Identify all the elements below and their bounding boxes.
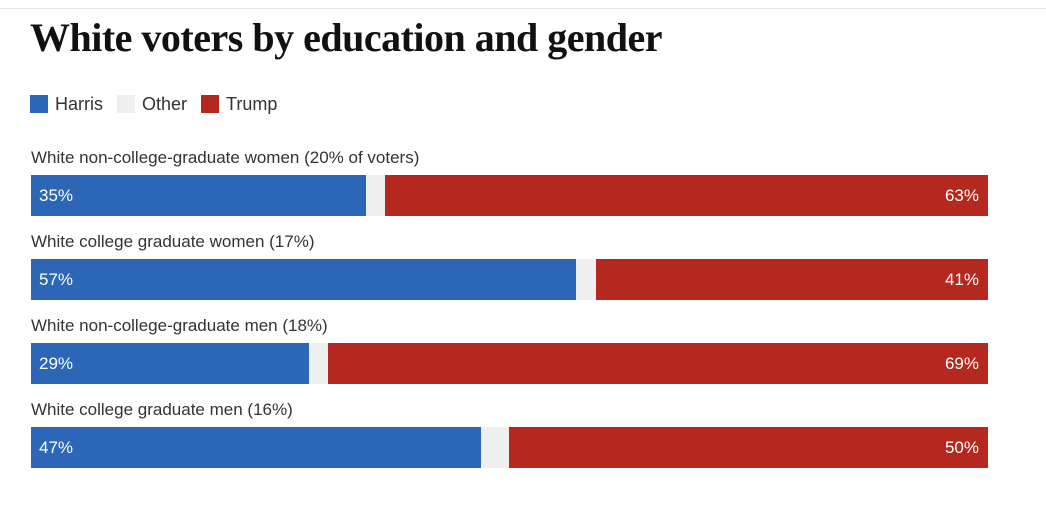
data-label-harris: 57% xyxy=(39,269,74,289)
bar-group: White college graduate women (17%) 57% 41% xyxy=(31,230,988,314)
bar-chart: White non-college-graduate women (20% of… xyxy=(31,146,988,482)
bar-segment-other xyxy=(576,259,596,300)
bar-group: White non-college-graduate women (20% of… xyxy=(31,146,988,230)
legend-swatch-trump xyxy=(201,95,220,113)
legend-item-trump: Trump xyxy=(201,94,277,115)
bar-segment-harris: 57% xyxy=(31,259,577,300)
category-label: White non-college-graduate men (18%) xyxy=(31,316,328,335)
bar-segment-trump: 41% xyxy=(595,259,988,300)
bar-segment-trump: 50% xyxy=(509,427,988,468)
legend-item-harris: Harris xyxy=(30,94,103,115)
bar-segment-harris: 29% xyxy=(31,343,309,384)
bar-segment-trump: 69% xyxy=(327,343,988,384)
legend-swatch-harris xyxy=(30,95,48,113)
bar-segment-other xyxy=(308,343,328,384)
top-divider xyxy=(0,8,1046,9)
bar-segment-trump: 63% xyxy=(385,175,988,216)
stacked-bar: 57% 41% xyxy=(31,259,988,300)
legend-item-other: Other xyxy=(117,94,187,115)
data-label-trump: 63% xyxy=(944,185,979,205)
legend-label-other: Other xyxy=(142,93,188,114)
stacked-bar: 47% 50% xyxy=(31,427,988,468)
data-label-trump: 41% xyxy=(944,269,979,289)
bar-segment-harris: 35% xyxy=(31,175,366,216)
bar-group: White non-college-graduate men (18%) 29% 6… xyxy=(31,314,988,398)
stacked-bar: 35% 63% xyxy=(31,175,988,216)
data-label-trump: 69% xyxy=(944,353,979,373)
category-label: White non-college-graduate women (20% of… xyxy=(31,148,420,167)
bar-segment-harris: 47% xyxy=(31,427,481,468)
bar-segment-other xyxy=(365,175,386,216)
stacked-bar: 29% 69% xyxy=(31,343,988,384)
bar-segment-other xyxy=(480,427,510,468)
legend-swatch-other xyxy=(117,95,135,113)
legend: Harris Other Trump xyxy=(30,93,291,115)
data-label-harris: 35% xyxy=(39,185,74,205)
category-label: White college graduate women (17%) xyxy=(31,232,315,251)
data-label-harris: 47% xyxy=(39,437,74,457)
bar-group: White college graduate men (16%) 47% 50% xyxy=(31,398,988,482)
legend-label-trump: Trump xyxy=(226,93,278,114)
chart-title: White voters by education and gender xyxy=(30,15,663,60)
category-label: White college graduate men (16%) xyxy=(31,400,293,419)
data-label-harris: 29% xyxy=(39,353,74,373)
data-label-trump: 50% xyxy=(944,437,979,457)
legend-label-harris: Harris xyxy=(55,93,103,114)
